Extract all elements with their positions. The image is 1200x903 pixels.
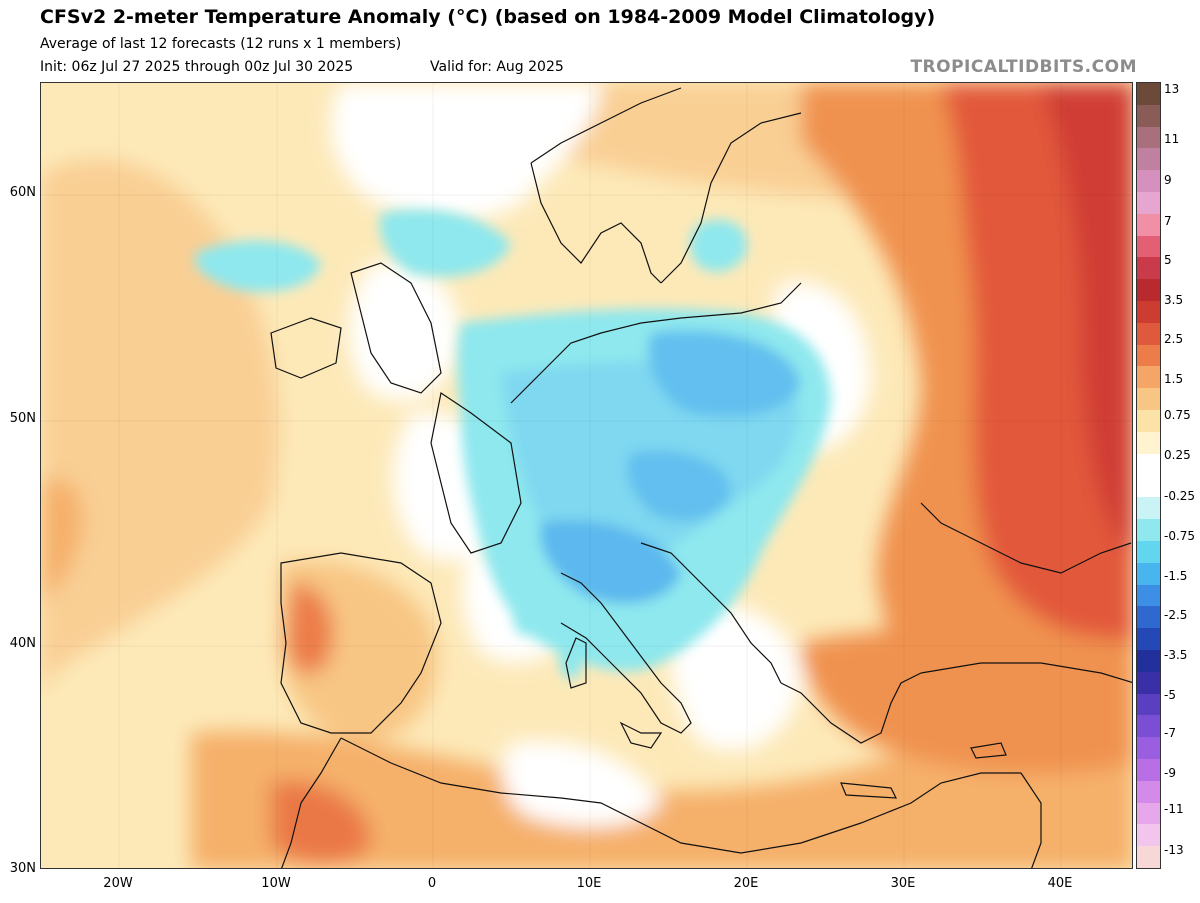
brand-logo-text: TROPICALTIDBITS.COM: [910, 57, 1137, 77]
colorbar-segment: [1137, 562, 1160, 586]
colorbar-segment: [1137, 475, 1160, 498]
lat-label-40n: 40N: [9, 636, 36, 651]
colorbar-label: -5: [1164, 688, 1176, 702]
colorbar-segment: [1137, 606, 1160, 629]
colorbar-label: -2.5: [1164, 608, 1188, 622]
lon-label-20w: 20W: [103, 876, 133, 891]
colorbar-label: 5: [1164, 253, 1172, 267]
colorbar-segment: [1137, 104, 1160, 128]
colorbar-label: 1.5: [1164, 372, 1184, 386]
colorbar-segment: [1137, 802, 1160, 825]
lon-label-0: 0: [427, 876, 437, 891]
coastlines: [270, 87, 1132, 868]
colorbar-label: -9: [1164, 766, 1176, 780]
valid-time: Valid for: Aug 2025: [430, 59, 564, 75]
lat-label-60n: 60N: [9, 185, 36, 200]
lon-label-10e: 10E: [576, 876, 602, 891]
colorbar-segment: [1137, 170, 1160, 193]
colorbar-segment: [1137, 780, 1160, 804]
init-time: Init: 06z Jul 27 2025 through 00z Jul 30…: [40, 59, 354, 75]
colorbar-segment: [1137, 301, 1160, 324]
colorbar-segment: [1137, 83, 1160, 106]
colorbar-segment: [1137, 257, 1160, 280]
gridlines: [41, 83, 1132, 868]
colorbar-segment: [1137, 628, 1160, 651]
colorbar-segment: [1137, 758, 1160, 782]
colorbar-segment: [1137, 737, 1160, 760]
colorbar-label: 0.25: [1164, 448, 1191, 462]
colorbar-segment: [1137, 715, 1160, 738]
colorbar-label: -0.25: [1164, 489, 1196, 503]
map-title: CFSv2 2-meter Temperature Anomaly (°C) (…: [40, 6, 936, 28]
colorbar-segment: [1137, 693, 1160, 716]
colorbar: [1136, 82, 1161, 869]
colorbar-segment: [1137, 279, 1160, 302]
colorbar-label: 11: [1164, 132, 1180, 146]
colorbar-segment: [1137, 497, 1160, 520]
colorbar-label: -13: [1164, 843, 1184, 857]
colorbar-label: 2.5: [1164, 332, 1184, 346]
colorbar-label: 13: [1164, 82, 1180, 96]
lat-label-30n: 30N: [9, 861, 36, 876]
colorbar-segment: [1137, 584, 1160, 607]
map-subtitle: Average of last 12 forecasts (12 runs x …: [40, 36, 402, 52]
lon-label-40e: 40E: [1047, 876, 1073, 891]
colorbar-label: -11: [1164, 802, 1184, 816]
colorbar-segment: [1137, 519, 1160, 542]
colorbar-segment: [1137, 649, 1160, 673]
colorbar-segment: [1137, 671, 1160, 695]
lon-label-30e: 30E: [890, 876, 916, 891]
lat-label-50n: 50N: [9, 411, 36, 426]
colorbar-label: 0.75: [1164, 408, 1191, 422]
colorbar-segment: [1137, 410, 1160, 433]
colorbar-segment: [1137, 846, 1160, 869]
colorbar-segment: [1137, 344, 1160, 367]
colorbar-segment: [1137, 322, 1160, 346]
lon-label-20e: 20E: [733, 876, 759, 891]
colorbar-segment: [1137, 366, 1160, 389]
colorbar-segment: [1137, 540, 1160, 564]
lon-label-10w: 10W: [261, 876, 291, 891]
colorbar-label: 9: [1164, 173, 1172, 187]
colorbar-segment: [1137, 388, 1160, 411]
colorbar-label: -3.5: [1164, 648, 1188, 662]
colorbar-segment: [1137, 192, 1160, 215]
colorbar-segment: [1137, 453, 1160, 476]
colorbar-label: 7: [1164, 214, 1172, 228]
colorbar-label: 3.5: [1164, 293, 1184, 307]
anomaly-map-svg: [41, 83, 1132, 868]
colorbar-segment: [1137, 126, 1160, 149]
colorbar-segment: [1137, 431, 1160, 455]
colorbar-label: -0.75: [1164, 529, 1196, 543]
colorbar-segment: [1137, 235, 1160, 258]
colorbar-segment: [1137, 213, 1160, 237]
colorbar-label: -1.5: [1164, 569, 1188, 583]
anomaly-map: [40, 82, 1133, 869]
colorbar-segment: [1137, 148, 1160, 171]
colorbar-label: -7: [1164, 726, 1176, 740]
colorbar-segment: [1137, 824, 1160, 847]
